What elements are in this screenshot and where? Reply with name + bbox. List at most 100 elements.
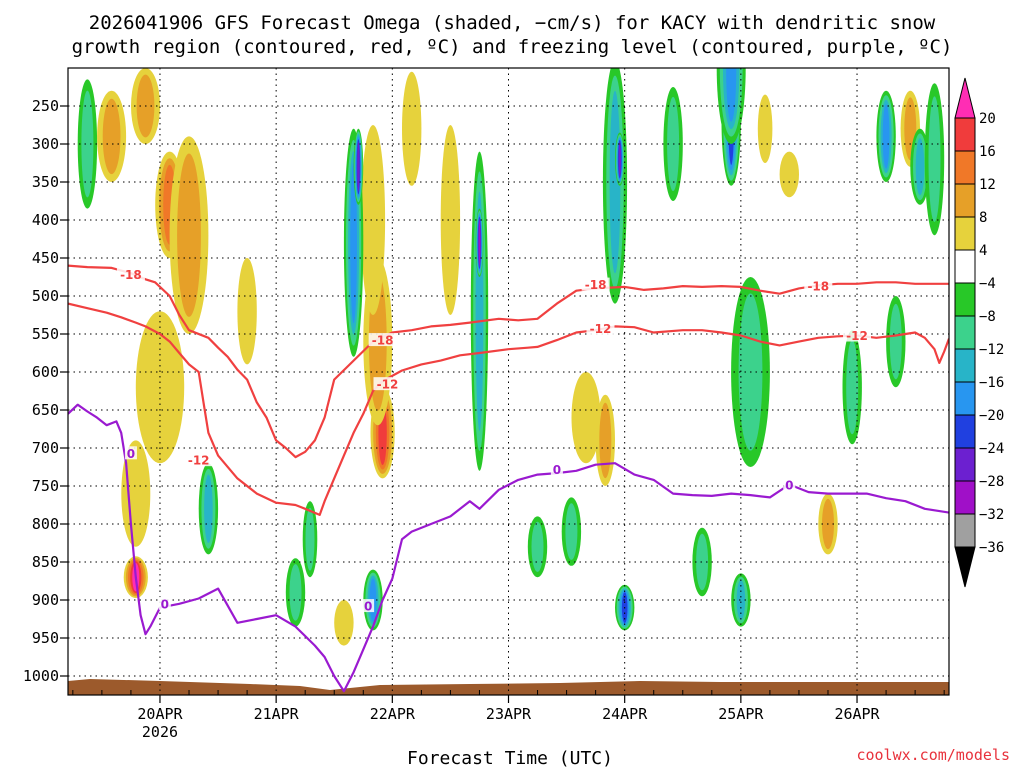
colorbar-label: −4 — [979, 276, 996, 292]
colorbar-top-arrow — [954, 77, 976, 119]
colorbar-label: −8 — [979, 309, 996, 325]
contour-label: -12 — [590, 322, 612, 336]
colorbar-box — [954, 183, 976, 218]
y-tick-label: 750 — [32, 477, 59, 495]
chart-title-line-2: growth region (contoured, red, ºC) and f… — [72, 36, 953, 58]
dgz-minus-12-line — [68, 302, 949, 516]
omega-band — [846, 340, 859, 435]
colorbar-label: −12 — [979, 342, 1004, 358]
colorbar-label: −36 — [979, 540, 1004, 556]
contour-label: -18 — [372, 334, 394, 348]
contour-label: 0 — [553, 463, 561, 477]
colorbar-label: 4 — [979, 243, 987, 259]
omega-band — [757, 94, 773, 163]
omega-cell — [440, 125, 461, 315]
omega-cell — [475, 208, 484, 277]
colorbar-box — [954, 249, 976, 284]
dgz-minus-18-line — [68, 264, 949, 459]
omega-band — [531, 521, 544, 572]
omega-cell — [169, 136, 209, 334]
y-tick-label: 700 — [32, 439, 59, 457]
y-tick-label: 900 — [32, 591, 59, 609]
colorbar: 20 16 12 8 4 −4 −8 −12 −16 −20 −24 −28 −32 −36 — [954, 77, 1004, 588]
y-tick-label: 550 — [32, 325, 59, 343]
colorbar-box — [954, 414, 976, 449]
colorbar-bottom-arrow — [954, 546, 976, 588]
contour-label-bg — [368, 333, 397, 347]
omega-cell — [910, 128, 930, 205]
x-tick-label: 24APR — [602, 705, 648, 723]
contour-label-bg — [550, 462, 563, 476]
omega-cell — [886, 296, 906, 388]
omega-band — [565, 503, 578, 560]
omega-band — [779, 151, 799, 198]
colorbar-box — [954, 348, 976, 383]
surface-terrain — [68, 679, 949, 695]
colorbar-label: −28 — [979, 474, 1004, 490]
omega-band — [204, 474, 213, 543]
x-tick-label: 22APR — [370, 705, 416, 723]
x-axis-title: Forecast Time (UTC) — [407, 748, 613, 768]
contour-label-bg — [116, 267, 145, 281]
contour-label-bg — [843, 328, 872, 342]
omega-cell — [876, 90, 896, 182]
omega-band — [289, 564, 302, 621]
colorbar-box — [954, 282, 976, 317]
contour-label-bg — [158, 596, 171, 610]
omega-band — [102, 98, 121, 175]
omega-cell — [561, 497, 582, 566]
y-tick-label: 350 — [32, 173, 59, 191]
x-tick-label: 23APR — [486, 705, 532, 723]
omega-band — [571, 372, 601, 464]
omega-band — [618, 141, 621, 177]
x-tick-label: 20APR — [137, 705, 183, 723]
omega-band — [237, 258, 257, 365]
contour-label-bg — [124, 446, 137, 460]
x-tick-sublabel: 2026 — [142, 723, 178, 741]
omega-cell — [470, 151, 489, 471]
colorbar-box — [954, 315, 976, 350]
omega-cell — [602, 68, 628, 304]
y-tick-label: 1000 — [23, 667, 59, 685]
y-tick-label: 500 — [32, 287, 59, 305]
colorbar-label: −20 — [979, 408, 1004, 424]
omega-cell — [121, 440, 151, 547]
omega-cell — [402, 71, 422, 186]
freezing-level-0-line — [68, 403, 949, 693]
colorbar-label: −16 — [979, 375, 1004, 391]
omega-cell — [527, 516, 548, 578]
omega-band — [440, 125, 461, 315]
omega-band — [696, 533, 709, 591]
omega-cell — [77, 79, 98, 209]
contour-label-bg — [184, 453, 213, 467]
omega-cell — [779, 151, 799, 198]
contour-label-bg — [362, 599, 375, 613]
omega-band — [350, 162, 357, 324]
x-tick-label: 21APR — [254, 705, 300, 723]
omega-cell — [334, 600, 354, 646]
omega-cell — [353, 128, 364, 205]
omega-cell — [360, 125, 386, 315]
contour-label: -18 — [807, 280, 829, 294]
chart-title-line-1: 2026041906 GFS Forecast Omega (shaded, −… — [89, 12, 936, 34]
omega-cell — [924, 83, 945, 236]
colorbar-label: 16 — [979, 144, 996, 160]
omega-band — [305, 507, 315, 571]
omega-band — [736, 580, 746, 620]
omega-cell — [731, 573, 751, 627]
colorbar-box — [954, 381, 976, 416]
colorbar-box — [954, 216, 976, 251]
omega-cell — [302, 501, 318, 578]
y-tick-label: 600 — [32, 363, 59, 381]
colorbar-box — [954, 117, 976, 152]
omega-cell — [97, 90, 127, 182]
omega-band — [177, 153, 201, 317]
credit-text: coolwx.com/models — [856, 746, 1010, 764]
colorbar-label: −32 — [979, 507, 1004, 523]
omega-cell — [842, 330, 862, 445]
colorbar-box — [954, 513, 976, 548]
y-tick-label: 300 — [32, 135, 59, 153]
omega-cell — [237, 258, 257, 365]
y-tick-label: 950 — [32, 629, 59, 647]
